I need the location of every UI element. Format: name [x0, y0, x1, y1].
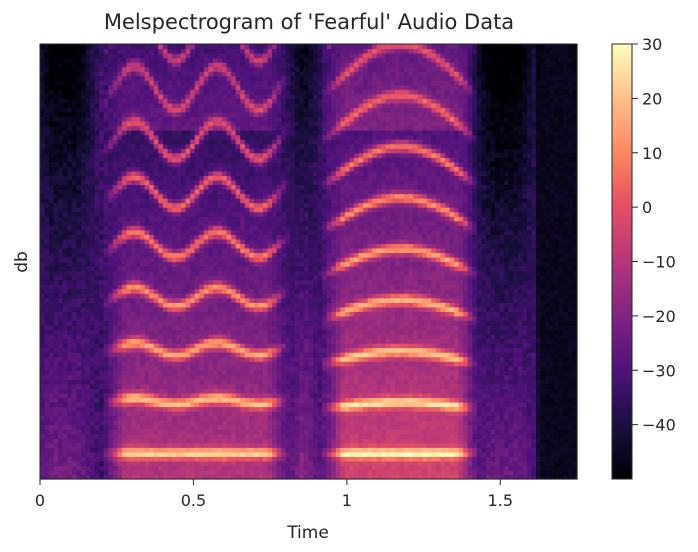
chart-title: Melspectrogram of 'Fearful' Audio Data [104, 10, 514, 34]
colorbar [611, 43, 633, 480]
x-tick-label: 0.5 [181, 491, 206, 510]
spectrogram-heatmap [40, 44, 578, 480]
colorbar-tick-label: 10 [642, 144, 662, 163]
y-axis-label: db [12, 251, 32, 273]
x-axis-ticks: 0 0.5 1 1.5 [35, 479, 513, 510]
colorbar-tick-label: 20 [642, 89, 662, 108]
colorbar-tick-label: −40 [642, 416, 676, 435]
colorbar-tick-label: 30 [642, 35, 662, 54]
x-axis-label: Time [286, 523, 329, 543]
colorbar-tick-label: −20 [642, 307, 676, 326]
plot-frame [39, 43, 578, 480]
x-tick-label: 1.5 [488, 491, 513, 510]
x-tick-label: 0 [35, 491, 45, 510]
colorbar-tick-label: 0 [642, 198, 652, 217]
colorbar-ticks: 30 20 10 0 −10 −20 −30 −40 [632, 35, 676, 435]
colorbar-tick-label: −10 [642, 253, 676, 272]
x-tick-label: 1 [342, 491, 352, 510]
colorbar-tick-label: −30 [642, 361, 676, 380]
